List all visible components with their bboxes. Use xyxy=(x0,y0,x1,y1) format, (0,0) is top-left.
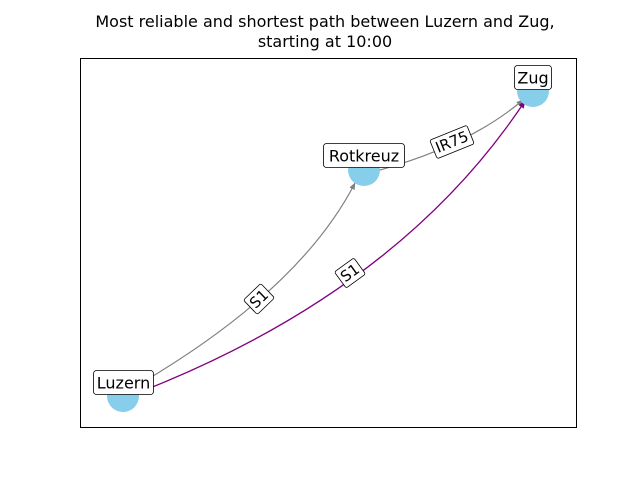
edge-label-text: S1 xyxy=(337,260,363,286)
edge-label-luzern-zug: S1 xyxy=(334,258,366,288)
node-label-rotkreuz: Rotkreuz xyxy=(323,143,405,168)
edge-luzern-rotkreuz xyxy=(137,182,356,386)
edge-label-rotkreuz-zug: IR75 xyxy=(429,125,475,159)
node-label-luzern: Luzern xyxy=(93,370,154,395)
edge-label-luzern-rotkreuz: S1 xyxy=(243,283,275,315)
plot-frame xyxy=(80,58,577,428)
title-line-1: Most reliable and shortest path between … xyxy=(95,12,555,31)
node-label-text: Rotkreuz xyxy=(329,147,399,166)
node-label-text: Zug xyxy=(517,69,548,88)
node-label-text: Luzern xyxy=(97,374,150,393)
title-line-2: starting at 10:00 xyxy=(257,32,393,51)
edge-luzern-zug xyxy=(139,100,526,393)
diagram-title: Most reliable and shortest path between … xyxy=(0,12,640,52)
node-label-zug: Zug xyxy=(514,65,552,90)
